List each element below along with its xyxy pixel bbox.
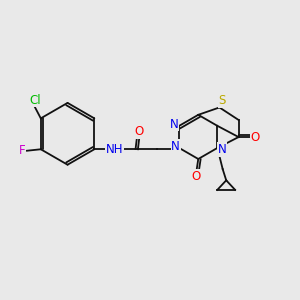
Text: F: F (19, 144, 26, 157)
Text: N: N (171, 140, 180, 153)
Text: O: O (250, 130, 260, 143)
Text: S: S (218, 94, 226, 107)
Text: Cl: Cl (29, 94, 41, 106)
Text: N: N (218, 143, 226, 156)
Text: O: O (191, 169, 200, 183)
Text: NH: NH (106, 143, 123, 156)
Text: O: O (135, 125, 144, 138)
Text: N: N (169, 118, 178, 131)
